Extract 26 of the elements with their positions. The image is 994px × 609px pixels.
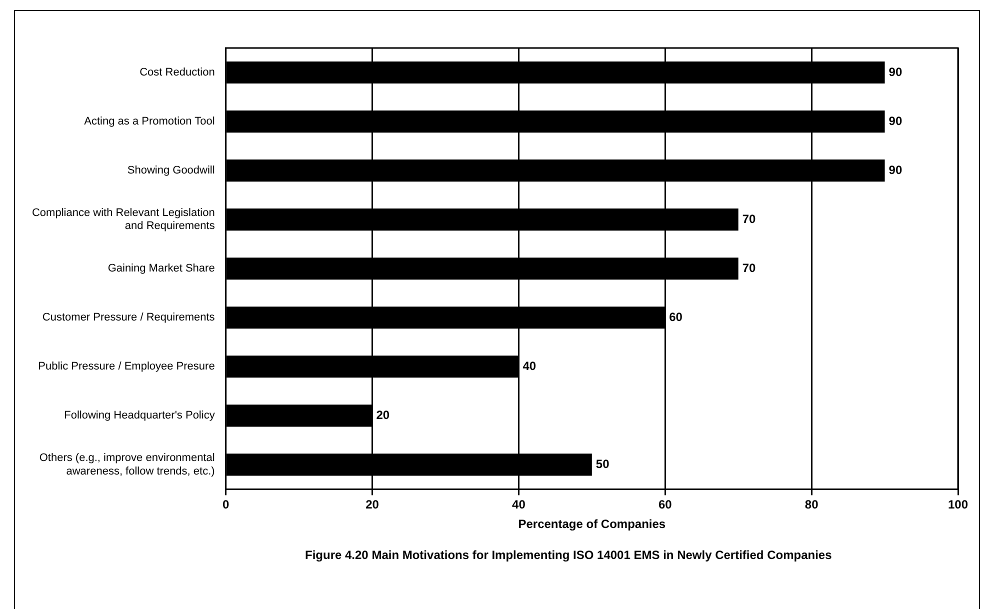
data-label: 90 <box>888 114 902 128</box>
x-tick-label: 40 <box>512 498 526 512</box>
x-tick-label: 20 <box>366 498 380 512</box>
x-tick-label: 80 <box>804 498 819 512</box>
y-tick-label: Customer Pressure / Requirements <box>42 312 216 324</box>
data-label: 90 <box>888 162 902 177</box>
data-label: 70 <box>742 260 756 275</box>
x-tick-label: 60 <box>658 498 672 512</box>
data-label: 20 <box>376 408 390 422</box>
data-label: 70 <box>742 212 756 226</box>
y-tick-label: Gaining Market Share <box>108 262 215 275</box>
data-label: 50 <box>596 457 610 471</box>
y-tick-label: Others (e.g., improve environmental awareness, follow trends, etc.) <box>39 452 215 478</box>
x-tick-label: 100 <box>948 498 968 512</box>
y-tick-label: Cost Reduction <box>140 66 215 79</box>
x-axis-title: Percentage of Companies <box>518 517 666 532</box>
caption: Figure 4.20 Main Motivations for Implementing ISO 14001 EMS in Newly Certified Companies <box>305 547 833 564</box>
y-tick-label: Showing Goodwill <box>127 164 215 177</box>
y-tick-label: Compliance with Relevant Legislation and Requirements <box>32 207 216 232</box>
y-tick-label: Acting as a Promotion Tool <box>84 116 215 128</box>
y-tick-label: Public Pressure / Employee Presure <box>38 360 215 373</box>
data-label: 40 <box>522 358 536 373</box>
data-label: 60 <box>669 310 683 324</box>
x-tick-label: 0 <box>222 498 230 512</box>
y-tick-label: Following Headquarter's Policy <box>64 410 216 422</box>
data-label: 90 <box>888 64 902 79</box>
